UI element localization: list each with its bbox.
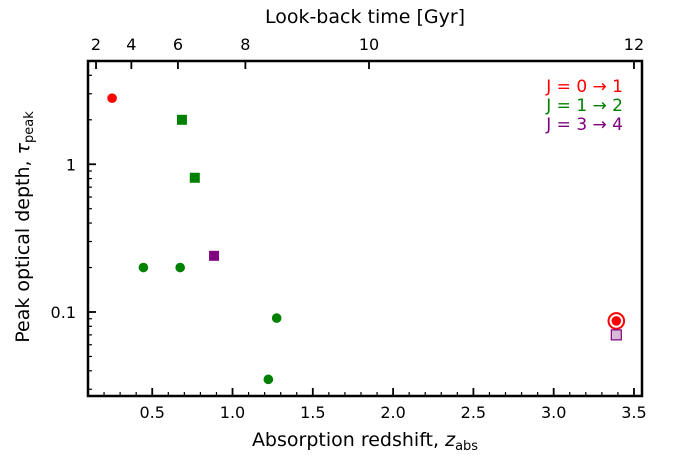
data-point (107, 93, 117, 104)
x-axis-title-subscript: abs (455, 439, 478, 454)
top-ticks: 2 4 6 8 10 12 (91, 35, 644, 69)
legend-item: J = 0 → 1 (545, 77, 623, 97)
legend-item: J = 1 → 2 (545, 96, 623, 116)
data-point (610, 329, 622, 341)
y-axis-title-symbol: τ (12, 142, 34, 154)
data-point (176, 114, 187, 125)
top-tick-label: 2 (91, 35, 101, 54)
top-axis-title: Look-back time [Gyr] (265, 6, 465, 28)
y-ticks: 0.11 (51, 60, 96, 390)
x-axis-title: Absorption redshift, zabs (252, 429, 478, 454)
legend-item: J = 3 → 4 (545, 115, 623, 135)
plot-frame (86, 59, 644, 398)
y-axis-title-main: Peak optical depth, (12, 154, 34, 342)
x-tick-label: 2.0 (380, 403, 405, 422)
x-tick-label: 3.0 (541, 403, 566, 422)
x-axis-title-symbol: z (444, 429, 456, 451)
x-tick-label: 1.0 (220, 403, 245, 422)
y-axis-title-subscript: peak (22, 111, 37, 143)
data-point (611, 316, 622, 326)
x-tick-label: 3.5 (621, 403, 646, 422)
x-tick-label: 1.5 (300, 403, 325, 422)
x-ticks: 0.5 1.0 1.5 2.0 2.5 3.0 3.5 (87, 388, 647, 422)
y-tick-label: 0.1 (51, 303, 76, 322)
data-point (138, 262, 149, 273)
top-tick-label: 10 (359, 35, 379, 54)
x-tick-label: 0.5 (140, 403, 165, 422)
data-points (107, 93, 626, 385)
y-tick-label: 1 (66, 155, 76, 174)
data-point (175, 262, 185, 273)
data-point (209, 250, 220, 261)
x-tick-label: 2.5 (461, 403, 486, 422)
data-point (189, 172, 200, 183)
top-tick-label: 8 (240, 35, 250, 54)
data-point (263, 374, 274, 385)
top-tick-label: 6 (173, 35, 183, 54)
y-axis-title: Peak optical depth, τpeak (12, 111, 37, 343)
point-ring (607, 312, 626, 330)
top-tick-label: 12 (624, 35, 644, 54)
x-axis-title-main: Absorption redshift, (252, 429, 445, 451)
legend: J = 0 → 1J = 1 → 2J = 3 → 4 (545, 77, 623, 135)
top-tick-label: 4 (126, 35, 136, 54)
data-point (271, 313, 282, 323)
